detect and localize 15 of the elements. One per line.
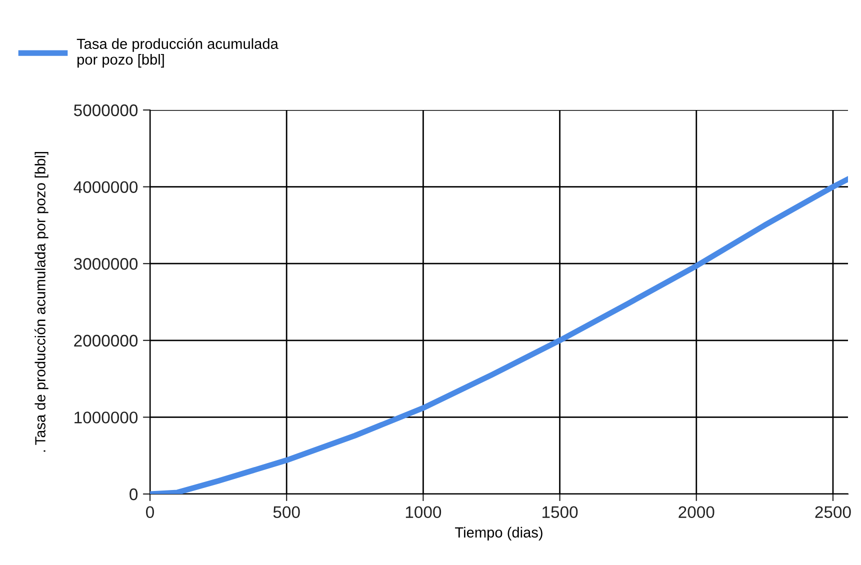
x-tick-label: 2500 [815,506,851,518]
x-tick-label: 1500 [542,506,578,518]
x-tick-label: 500 [273,506,300,518]
y-tick-label: 5000000 [74,104,138,116]
y-tick-label: 1000000 [74,412,138,424]
y-tick-label: 3000000 [74,258,138,270]
legend-label: Tasa de producción acumulada por pozo [bbl] [76,38,278,68]
x-tick-label: 1000 [406,506,442,518]
y-tick-label: 4000000 [74,181,138,194]
x-axis-title: Tiempo (dias) [455,526,542,540]
y-axis-title: . Tasa de producción acumulada por pozo [bbl] [34,152,48,452]
y-tick-label: 2000000 [74,334,138,347]
x-tick-label: 2000 [678,506,714,518]
x-tick-label: 0 [146,506,154,518]
y-tick-label: 0 [130,488,138,500]
